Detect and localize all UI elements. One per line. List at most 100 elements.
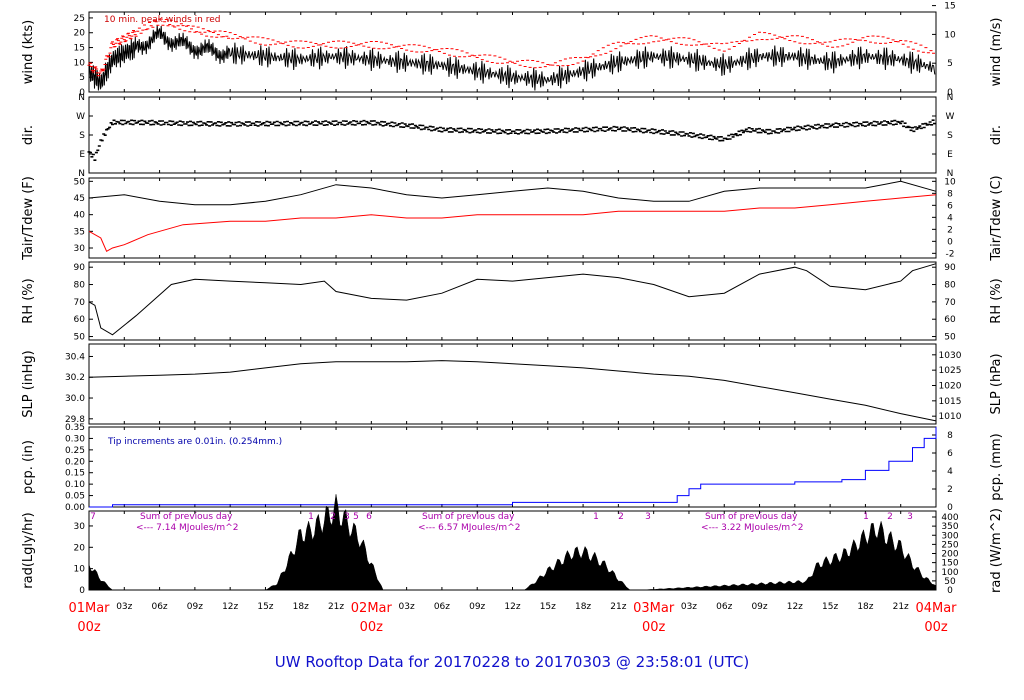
x-hour-tick-label: 15z: [540, 602, 556, 612]
wind-ytick-label-left: 15: [74, 44, 85, 54]
x-day-hour-label: 00z: [924, 620, 948, 635]
wind-ytick-label-left: 0: [79, 88, 85, 98]
rad-ytick-label-left: 10: [74, 565, 86, 575]
rh-frame: [88, 261, 937, 341]
pcp-ytick-label-right: 2: [947, 485, 953, 495]
dir-ytick-label-left: N: [78, 93, 85, 103]
rh-ylabel-left: RH (%): [21, 278, 36, 323]
dir-series-dir: [87, 119, 936, 161]
rad-day-number: 3: [645, 512, 651, 522]
pcp-ytick-label-left: 0.35: [65, 423, 85, 433]
rh-ylabel-right: RH (%): [989, 278, 1004, 323]
dir-ytick-label-left: W: [76, 112, 85, 122]
temp-ytick-label-right: 4: [947, 213, 953, 223]
temp-ylabel-right: Tair/Tdew (C): [989, 175, 1004, 261]
x-hour-tick-label: 12z: [222, 602, 238, 612]
wind-series-wind: [88, 25, 936, 91]
dir-ytick-label-left: S: [79, 131, 85, 141]
rad-day-number: 2: [330, 512, 336, 522]
rh-ytick-label-right: 60: [944, 315, 956, 325]
chart-title: UW Rooftop Data for 20170228 to 20170303…: [275, 653, 749, 671]
x-day-label: 04Mar: [915, 601, 957, 616]
dir-ytick-label-left: N: [78, 169, 85, 179]
slp-ytick-label-left: 30.2: [65, 373, 85, 383]
rad-day-sum-label: Sum of previous day: [422, 512, 515, 522]
wind-ytick-label-right: 15: [944, 2, 955, 12]
x-hour-tick-label: 06z: [716, 602, 732, 612]
wind-ytick-label-left: 25: [74, 14, 85, 24]
dir-ylabel-right: dir.: [989, 125, 1004, 145]
rad-ytick-label-right: 50: [944, 577, 956, 587]
rad-day-sum-label: Sum of previous day: [140, 512, 233, 522]
rad-day-number: 3: [344, 512, 350, 522]
temp-ytick-label-right: -2: [946, 249, 955, 259]
temp-ytick-label-right: 2: [947, 225, 953, 235]
pcp-ylabel-right: pcp. (mm): [989, 433, 1004, 500]
pcp-ytick-label-left: 0.10: [65, 480, 85, 490]
rad-day-sum-value: <--- 7.14 MJoules/m^2: [136, 523, 238, 533]
x-hour-tick-label: 03z: [681, 602, 697, 612]
rh-ytick-label-left: 90: [74, 263, 86, 273]
temp-ytick-label-right: 8: [947, 189, 953, 199]
x-day-label: 03Mar: [633, 601, 675, 616]
x-hour-tick-label: 03z: [116, 602, 132, 612]
wind-ytick-label-right: 10: [944, 30, 956, 40]
panel-slp: 29.8 30.0 30.2 30.4 1010 1015 1020 1025 1030 SLP …: [21, 343, 1004, 425]
pcp-ytick-label-right: 0: [947, 503, 953, 513]
rad-day-number: 1: [863, 512, 869, 522]
wind-ylabel-left: wind (kts): [21, 20, 36, 84]
rad-ytick-label-left: 30: [74, 522, 86, 532]
wind-ytick-label-right: 0: [947, 88, 953, 98]
x-day-hour-label: 00z: [360, 620, 384, 635]
x-hour-tick-label: 06z: [151, 602, 167, 612]
temp-ytick-label-right: 0: [947, 237, 953, 247]
slp-ytick-label-left: 29.8: [65, 415, 85, 425]
rad-day-number: 2: [887, 512, 893, 522]
wind-annotation: 10 min. peak winds in red: [104, 15, 221, 25]
temp-ytick-label-right: 10: [944, 177, 956, 187]
dir-ylabel-left: dir.: [21, 125, 36, 145]
slp-series-SLP: [88, 360, 937, 422]
x-hour-tick-label: 15z: [822, 602, 838, 612]
temp-ytick-label-right: 6: [947, 201, 953, 211]
pcp-ytick-label-left: 0.30: [65, 434, 85, 444]
x-hour-tick-label: 21z: [328, 602, 344, 612]
pcp-ytick-label-left: 0.20: [65, 457, 85, 467]
dir-ytick-label-right: N: [947, 169, 954, 179]
rad-day-number: 7: [90, 512, 96, 522]
pcp-annotation: Tip increments are 0.01in. (0.254mm.): [107, 437, 282, 447]
x-day-hour-label: 00z: [642, 620, 666, 635]
rad-ytick-label-right: 200: [941, 550, 958, 560]
rad-day-number: 5: [353, 512, 359, 522]
slp-ytick-label-right: 1020: [939, 381, 962, 391]
pcp-ytick-label-right: 4: [947, 467, 953, 477]
temp-ytick-label-left: 45: [74, 194, 85, 204]
temp-ytick-label-left: 50: [74, 177, 86, 187]
temp-ytick-label-left: 35: [74, 227, 85, 237]
rad-day-number: 1: [593, 512, 599, 522]
rad-day-number: 2: [618, 512, 624, 522]
x-hour-tick-label: 03z: [399, 602, 415, 612]
x-hour-tick-label: 21z: [893, 602, 909, 612]
x-hour-tick-label: 09z: [187, 602, 203, 612]
rad-day-number: 1: [308, 512, 314, 522]
temp-frame: [88, 177, 937, 259]
x-hour-tick-label: 18z: [857, 602, 873, 612]
rad-day-number: 3: [907, 512, 913, 522]
panel-temp: 30 35 40 45 50 -2 0 2 4 6 8 10 Tair/Tdew (F) Tair/Tde…: [21, 175, 1004, 261]
dir-ytick-label-right: W: [946, 112, 955, 122]
pcp-ytick-label-left: 0.05: [65, 492, 85, 502]
rad-ytick-label-right: 400: [941, 513, 958, 523]
x-day-label: 02Mar: [351, 601, 393, 616]
rad-ytick-label-right: 250: [941, 540, 958, 550]
dir-ytick-label-left: E: [79, 150, 85, 160]
rh-ytick-label-right: 70: [944, 298, 956, 308]
dir-ytick-label-right: E: [947, 150, 953, 160]
slp-ytick-label-right: 1030: [939, 351, 962, 361]
temp-ytick-label-left: 40: [74, 211, 86, 221]
rh-ytick-label-right: 80: [944, 281, 956, 291]
slp-ylabel-right: SLP (hPa): [989, 353, 1004, 414]
rad-ytick-label-right: 300: [941, 531, 958, 541]
rad-ylabel-right: rad (W/m^2): [989, 508, 1004, 593]
